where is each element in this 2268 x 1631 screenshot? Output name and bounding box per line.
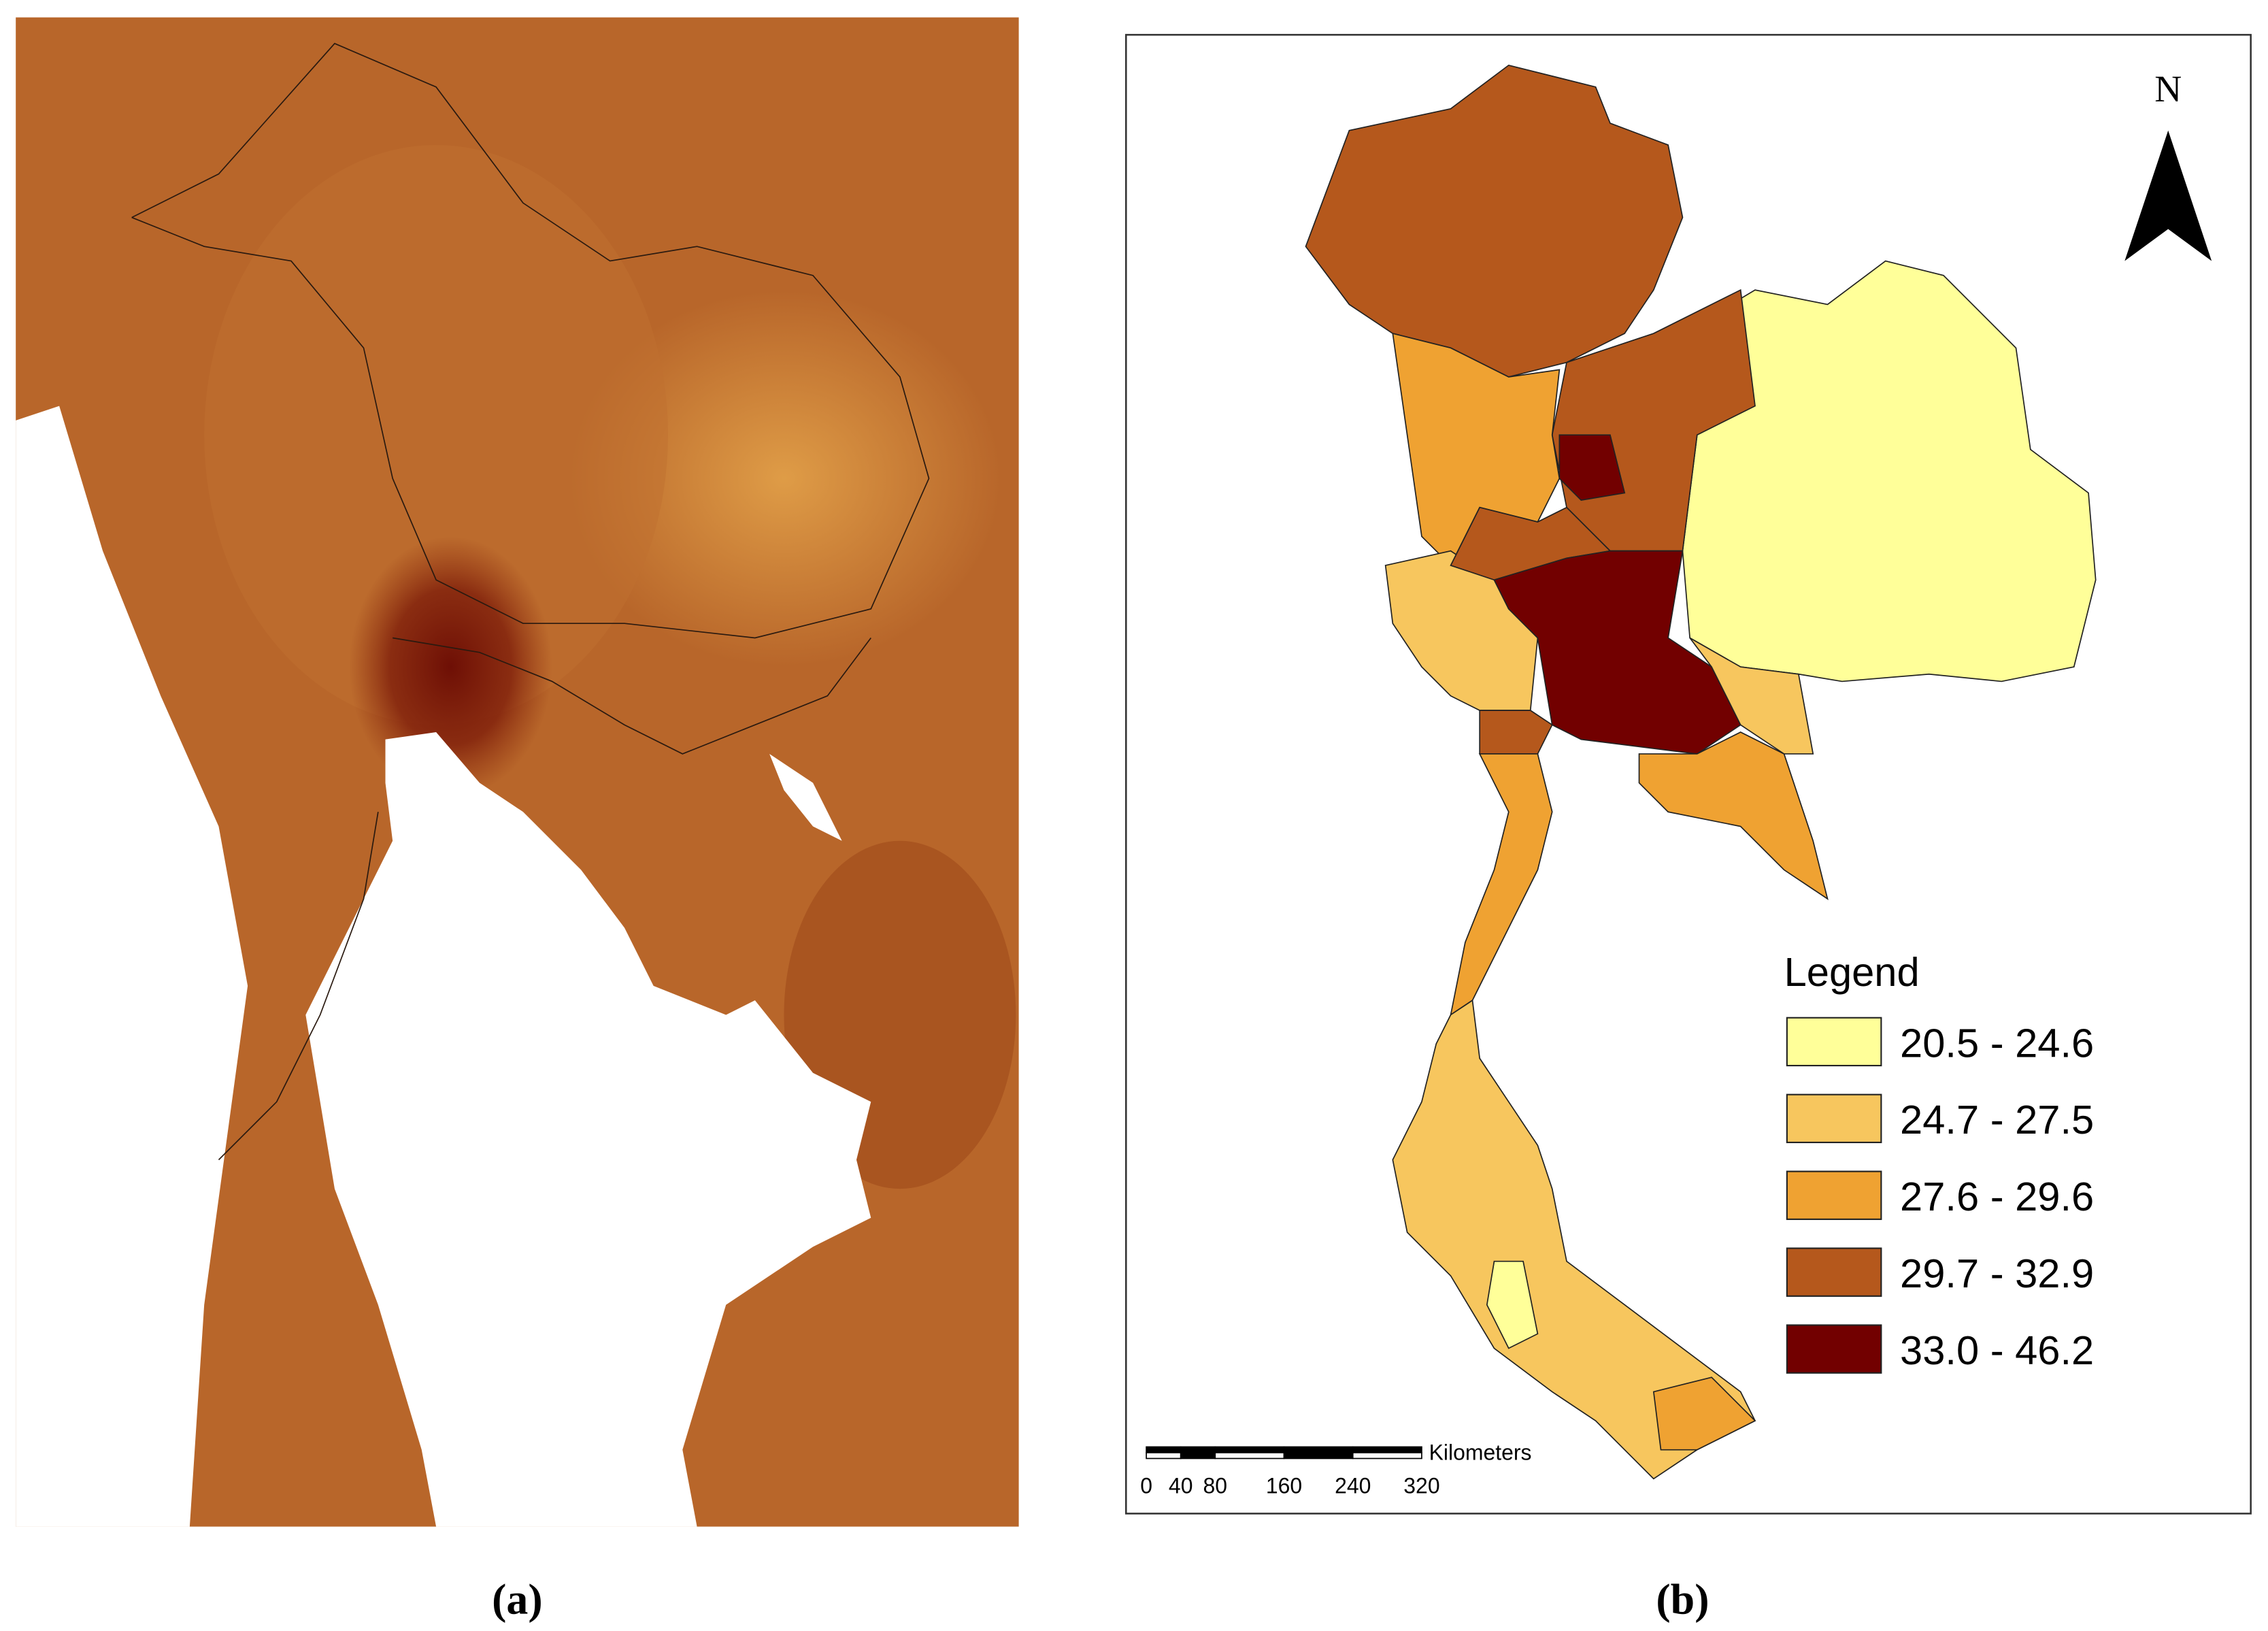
legend-label: 27.6 - 29.6 — [1900, 1174, 2094, 1219]
legend-swatch — [1786, 1324, 1882, 1374]
province — [1689, 637, 1814, 755]
legend-title: Legend — [1784, 949, 1920, 995]
province — [1479, 710, 1553, 755]
legend-swatch — [1786, 1017, 1882, 1067]
scale-label: 160 — [1266, 1474, 1302, 1498]
province — [1638, 731, 1829, 900]
scale-label: 0 — [1140, 1474, 1152, 1498]
scale-label: 40 — [1169, 1474, 1193, 1498]
scale-unit: Kilometers — [1429, 1440, 1532, 1465]
legend-swatch — [1786, 1093, 1882, 1144]
province — [1558, 434, 1626, 501]
legend-label: 24.7 - 27.5 — [1900, 1097, 2094, 1142]
north-label: N — [2154, 68, 2182, 110]
caption: (a) — [492, 1575, 543, 1623]
scale-segment — [1283, 1446, 1354, 1453]
legend-label: 20.5 - 24.6 — [1900, 1020, 2094, 1066]
province — [1652, 1377, 1756, 1451]
scale-label: 240 — [1335, 1474, 1371, 1498]
raster-map — [16, 17, 1019, 1527]
legend-swatch — [1786, 1170, 1882, 1220]
legend: 20.5 - 24.6 24.7 - 27.5 27.6 - 29.6 29.7 - … — [1786, 1017, 2094, 1374]
scale-label: 320 — [1403, 1474, 1439, 1498]
province — [1392, 332, 1561, 567]
scale-segment — [1214, 1452, 1285, 1460]
legend-swatch — [1786, 1247, 1882, 1297]
legend-label: 29.7 - 32.9 — [1900, 1251, 2094, 1296]
scale-segment — [1283, 1452, 1354, 1460]
scale-segment — [1214, 1446, 1285, 1453]
caption: (b) — [1656, 1575, 1709, 1623]
scale-segment — [1146, 1446, 1182, 1453]
scale-segment — [1180, 1452, 1216, 1460]
scale-label: 80 — [1203, 1474, 1228, 1498]
scale-bar: 0 40 80 160 240 320 Kilometers — [1140, 1440, 1531, 1498]
north-arrow — [2124, 130, 2212, 261]
scale-segment — [1180, 1446, 1216, 1453]
scale-segment — [1146, 1452, 1182, 1460]
legend-label: 33.0 - 46.2 — [1900, 1328, 2094, 1373]
province — [1486, 1260, 1539, 1349]
scale-segment — [1352, 1446, 1422, 1453]
scale-segment — [1352, 1452, 1422, 1460]
choropleth-map — [1305, 64, 2097, 1480]
